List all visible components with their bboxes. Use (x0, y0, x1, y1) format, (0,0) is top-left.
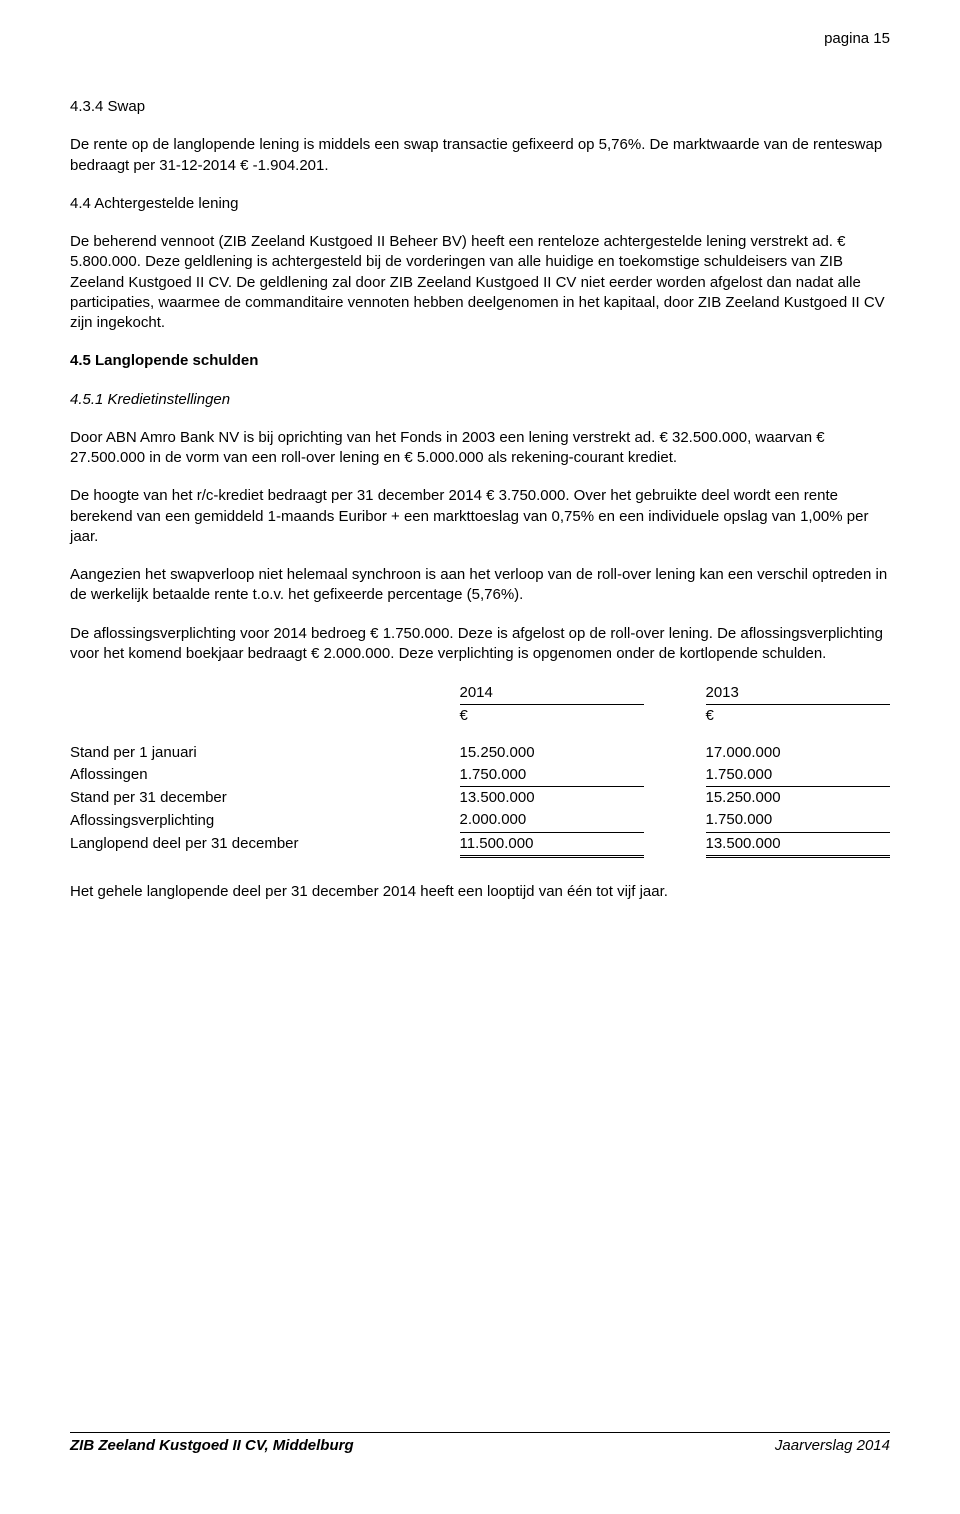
table-cell-value: 15.250.000 (460, 742, 645, 764)
table-row: Aflossingen 1.750.000 1.750.000 (70, 764, 890, 787)
table-row: Stand per 31 december 13.500.000 15.250.… (70, 787, 890, 810)
table-cell-label: Stand per 1 januari (70, 742, 460, 764)
section-45-heading: 4.5 Langlopende schulden (70, 351, 890, 371)
table-cell-value: 13.500.000 (706, 832, 891, 856)
table-header-currency: € € (70, 705, 890, 728)
footer-left: ZIB Zeeland Kustgoed II CV, Middelburg (70, 1437, 354, 1454)
section-44-paragraph: De beherend vennoot (ZIB Zeeland Kustgoe… (70, 232, 890, 333)
page-number: pagina 15 (70, 30, 890, 47)
section-434-paragraph: De rente op de langlopende lening is mid… (70, 135, 890, 176)
table-currency-2: € (706, 705, 891, 728)
table-row: Stand per 1 januari 15.250.000 17.000.00… (70, 742, 890, 764)
table-cell-value: 11.500.000 (460, 832, 645, 856)
table-cell-value: 15.250.000 (706, 787, 891, 810)
closing-paragraph: Het gehele langlopende deel per 31 decem… (70, 882, 890, 902)
table-header-years: 2014 2013 (70, 682, 890, 705)
page: pagina 15 4.3.4 Swap De rente op de lang… (0, 0, 960, 1514)
table-cell-value: 13.500.000 (460, 787, 645, 810)
table-cell-value: 1.750.000 (460, 764, 645, 787)
footer-right: Jaarverslag 2014 (775, 1437, 890, 1454)
section-451-paragraph-3: Aangezien het swapverloop niet helemaal … (70, 565, 890, 606)
footer-rule (70, 1432, 890, 1433)
table-cell-value: 17.000.000 (706, 742, 891, 764)
table-cell-value: 2.000.000 (460, 809, 645, 832)
table-cell-label: Aflossingen (70, 764, 460, 787)
section-451-heading: 4.5.1 Kredietinstellingen (70, 390, 890, 410)
section-451-paragraph-1: Door ABN Amro Bank NV is bij oprichting … (70, 428, 890, 469)
section-451-paragraph-2: De hoogte van het r/c-krediet bedraagt p… (70, 486, 890, 547)
table-currency-1: € (460, 705, 645, 728)
table-cell-label: Aflossingsverplichting (70, 809, 460, 832)
schulden-table: 2014 2013 € € Stand per 1 januari 15.250… (70, 682, 890, 858)
table-row: Aflossingsverplichting 2.000.000 1.750.0… (70, 809, 890, 832)
table-row: Langlopend deel per 31 december 11.500.0… (70, 832, 890, 856)
table-cell-label: Langlopend deel per 31 december (70, 832, 460, 856)
table-header-year-1: 2014 (460, 682, 645, 705)
section-434-heading: 4.3.4 Swap (70, 97, 890, 117)
section-451-paragraph-4: De aflossingsverplichting voor 2014 bedr… (70, 624, 890, 665)
table-cell-value: 1.750.000 (706, 809, 891, 832)
page-footer: ZIB Zeeland Kustgoed II CV, Middelburg J… (70, 1402, 890, 1454)
section-44-heading: 4.4 Achtergestelde lening (70, 194, 890, 214)
table-header-year-2: 2013 (706, 682, 891, 705)
table-cell-label: Stand per 31 december (70, 787, 460, 810)
page-content: 4.3.4 Swap De rente op de langlopende le… (70, 97, 890, 1402)
table-cell-value: 1.750.000 (706, 764, 891, 787)
